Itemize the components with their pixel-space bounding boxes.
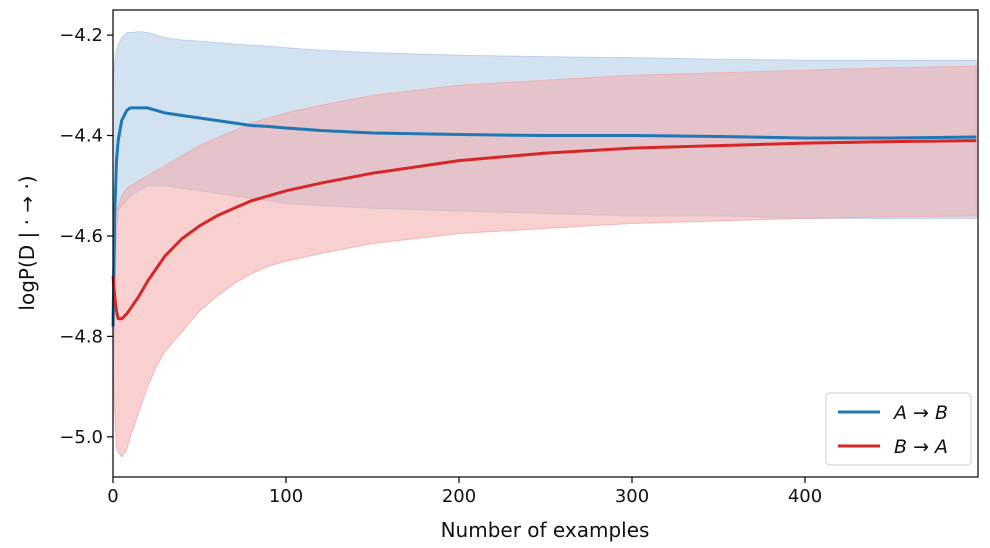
x-tick-label: 400 [788, 486, 822, 507]
x-tick-label: 300 [615, 486, 649, 507]
legend-label-a-to-b: A → B [892, 402, 948, 424]
x-axis-label: Number of examples [441, 518, 650, 542]
y-axis: −4.2 −4.4 −4.6 −4.8 −5.0 [59, 25, 113, 448]
x-tick-label: 200 [442, 486, 476, 507]
y-axis-label: logP(D | · → ·) [15, 175, 39, 310]
y-tick-label: −4.4 [59, 126, 103, 147]
legend: A → B B → A [825, 392, 972, 466]
y-tick-label: −5.0 [59, 427, 103, 448]
x-tick-label: 100 [269, 486, 303, 507]
legend-label-b-to-a: B → A [894, 436, 948, 458]
series-line-a-b [111, 106, 977, 327]
band-b-a [112, 65, 977, 458]
x-axis: 0 100 200 300 400 [107, 477, 822, 507]
y-tick-label: −4.2 [59, 25, 103, 46]
plot-frame [112, 9, 979, 478]
series-line-b-a [111, 139, 977, 321]
plot-area [111, 31, 977, 458]
y-tick-label: −4.8 [59, 326, 103, 347]
y-tick-label: −4.6 [59, 226, 103, 247]
x-tick-label: 0 [107, 486, 118, 507]
